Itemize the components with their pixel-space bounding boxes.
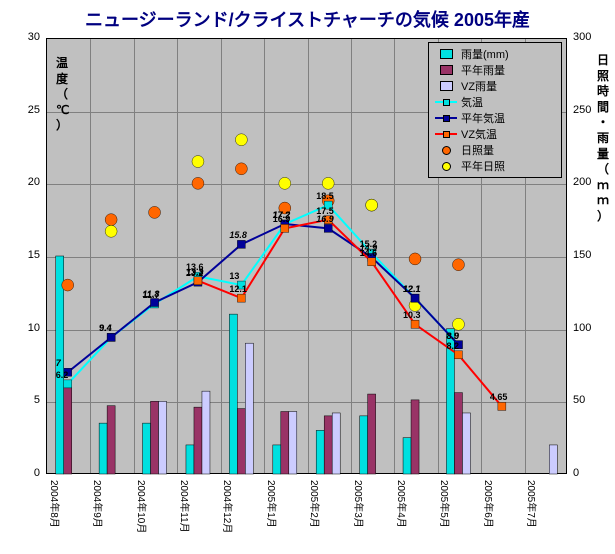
bar-雨量 xyxy=(403,438,411,474)
value-label: 11.8 xyxy=(143,289,160,299)
bar-平年雨量 xyxy=(64,387,72,474)
value-label: 12.1 xyxy=(403,284,421,294)
value-label: 8.2 xyxy=(446,341,459,351)
marker-VZ気温 xyxy=(498,402,506,410)
bar-VZ雨量 xyxy=(462,413,470,474)
value-label: 7 xyxy=(56,358,61,368)
value-label: 15.8 xyxy=(229,230,247,240)
marker-VZ気温 xyxy=(411,320,419,328)
bar-雨量 xyxy=(229,314,237,474)
value-label: 13 xyxy=(229,271,239,281)
chart-svg xyxy=(0,0,615,554)
value-label: 16.9 xyxy=(273,214,291,224)
value-label: 6.2 xyxy=(56,370,69,380)
value-label: 4.65 xyxy=(490,392,508,402)
value-label: 12.1 xyxy=(229,284,247,294)
dot-平年日照 xyxy=(366,199,378,211)
marker-平年気温 xyxy=(237,240,245,248)
bar-VZ雨量 xyxy=(202,391,210,474)
dot-平年日照 xyxy=(235,134,247,146)
bar-雨量 xyxy=(143,423,151,474)
dot-平年日照 xyxy=(105,225,117,237)
bar-平年雨量 xyxy=(454,393,462,474)
bar-雨量 xyxy=(99,423,107,474)
value-label: 8.9 xyxy=(446,331,459,341)
bar-平年雨量 xyxy=(151,401,159,474)
value-label: 17.5 xyxy=(316,206,334,216)
bar-雨量 xyxy=(273,445,281,474)
marker-気温 xyxy=(64,380,72,388)
bar-平年雨量 xyxy=(368,394,376,474)
value-label: 18.5 xyxy=(316,191,334,201)
dot-日照量 xyxy=(235,163,247,175)
marker-平年気温 xyxy=(107,333,115,341)
line-気温 xyxy=(68,205,459,384)
dot-平年日照 xyxy=(322,177,334,189)
bar-VZ雨量 xyxy=(549,445,557,474)
marker-VZ気温 xyxy=(368,258,376,266)
chart-container: ニュージーランド/クライストチャーチの気候 2005年産 温度（℃） 日照時間・… xyxy=(0,0,615,554)
bar-平年雨量 xyxy=(107,406,115,474)
bar-VZ雨量 xyxy=(332,413,340,474)
bar-平年雨量 xyxy=(411,400,419,474)
dot-日照量 xyxy=(192,177,204,189)
bar-平年雨量 xyxy=(237,409,245,474)
dot-日照量 xyxy=(149,206,161,218)
bar-平年雨量 xyxy=(324,416,332,474)
dot-日照量 xyxy=(409,253,421,265)
bar-平年雨量 xyxy=(281,412,289,474)
value-label: 14.6 xyxy=(360,248,378,258)
dot-日照量 xyxy=(452,259,464,271)
marker-平年気温 xyxy=(411,294,419,302)
dot-日照量 xyxy=(105,214,117,226)
line-平年気温 xyxy=(68,224,459,372)
marker-VZ気温 xyxy=(237,294,245,302)
bar-雨量 xyxy=(316,430,324,474)
dot-平年日照 xyxy=(279,177,291,189)
bar-VZ雨量 xyxy=(289,412,297,474)
bar-平年雨量 xyxy=(194,407,202,474)
value-label: 13.3 xyxy=(186,267,204,277)
dot-平年日照 xyxy=(192,156,204,168)
marker-VZ気温 xyxy=(454,351,462,359)
dot-平年日照 xyxy=(452,318,464,330)
marker-平年気温 xyxy=(324,224,332,232)
marker-VZ気温 xyxy=(281,224,289,232)
value-label: 9.4 xyxy=(99,323,112,333)
value-label: 16.9 xyxy=(316,214,334,224)
dot-日照量 xyxy=(62,279,74,291)
bar-VZ雨量 xyxy=(245,343,253,474)
bar-雨量 xyxy=(186,445,194,474)
value-label: 10.3 xyxy=(403,310,421,320)
bar-VZ雨量 xyxy=(159,401,167,474)
bar-雨量 xyxy=(360,416,368,474)
